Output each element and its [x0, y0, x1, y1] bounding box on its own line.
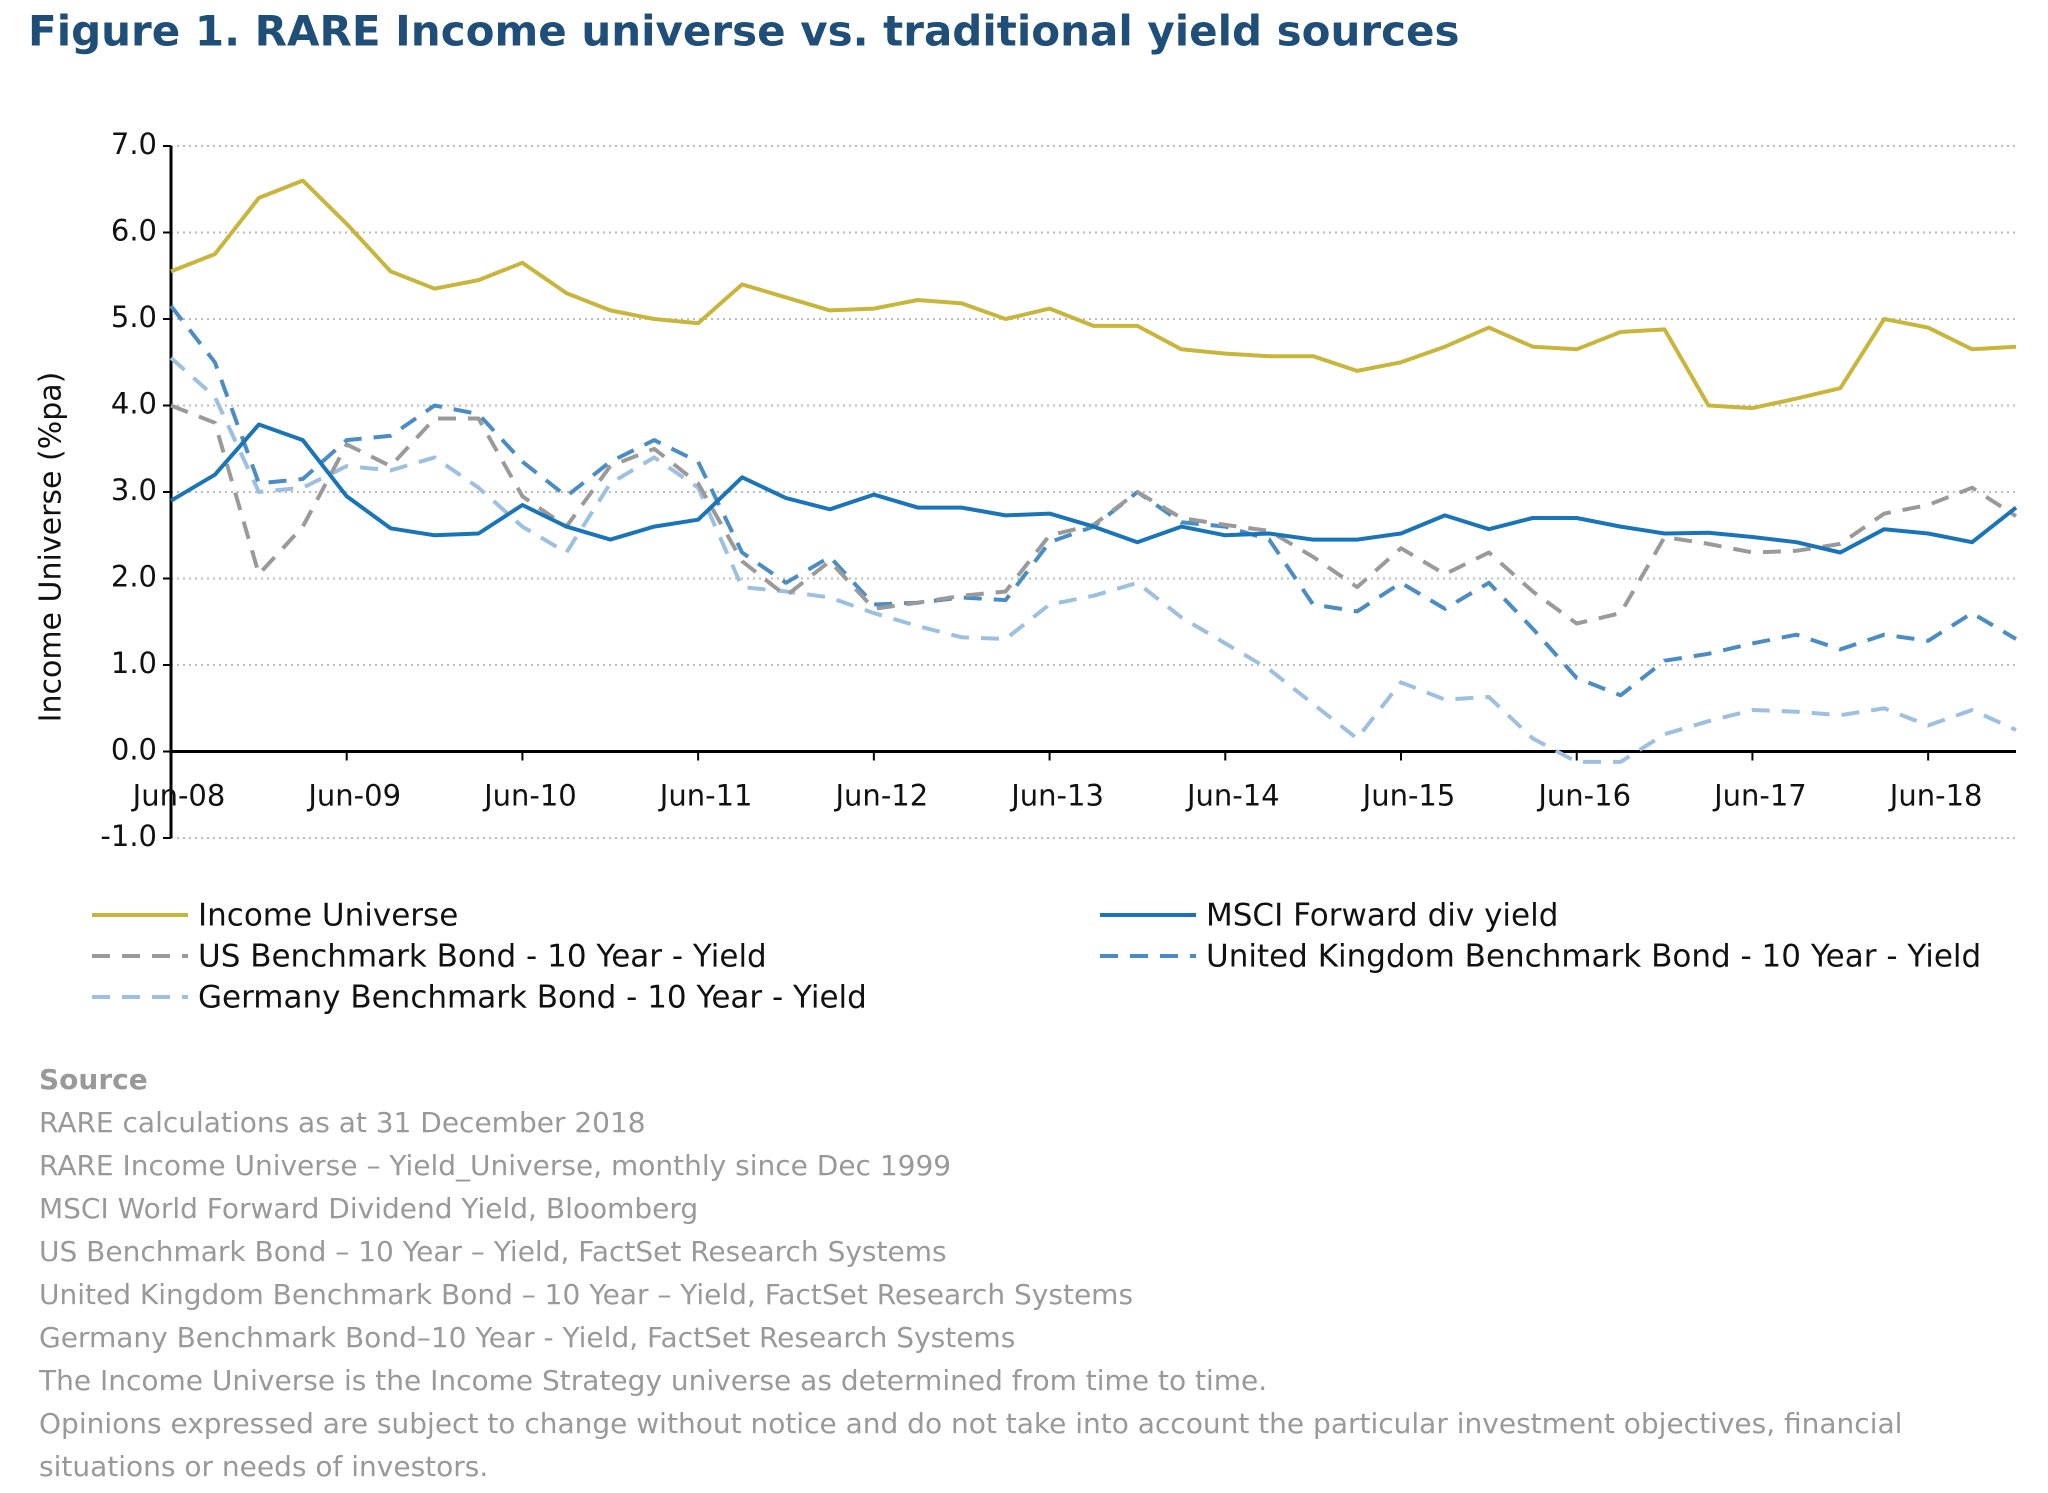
- x-tick-label: Jun-16: [1536, 779, 1631, 813]
- x-tick-label: Jun-13: [1009, 779, 1104, 813]
- source-line: United Kingdom Benchmark Bond – 10 Year …: [39, 1278, 1134, 1311]
- y-tick-label: 6.0: [111, 214, 157, 248]
- legend-label: Germany Benchmark Bond - 10 Year - Yield: [198, 980, 867, 1016]
- x-tick-label: Jun-11: [658, 779, 753, 813]
- y-tick-label: 0.0: [111, 733, 157, 767]
- source-line: Germany Benchmark Bond–10 Year - Yield, …: [39, 1321, 1016, 1354]
- y-tick-label: -1.0: [100, 819, 157, 853]
- source-notes: Source RARE calculations as at 31 Decemb…: [39, 1058, 1939, 1488]
- x-tick-label: Jun-18: [1888, 779, 1983, 813]
- source-line: The Income Universe is the Income Strate…: [39, 1364, 1268, 1397]
- x-tick-label: Jun-15: [1361, 779, 1456, 813]
- series-line: [170, 403, 2018, 626]
- source-line: RARE calculations as at 31 December 2018: [39, 1106, 646, 1139]
- y-tick-label: 4.0: [111, 387, 157, 421]
- source-line: MSCI World Forward Dividend Yield, Bloom…: [39, 1192, 699, 1225]
- x-tick-label: Jun-12: [834, 779, 929, 813]
- legend-label: Income Universe: [198, 898, 458, 934]
- y-tick-label: 7.0: [111, 127, 157, 161]
- y-tick-label: 3.0: [111, 473, 157, 507]
- x-tick-label: Jun-08: [131, 779, 226, 813]
- legend-label: MSCI Forward div yield: [1206, 898, 1558, 934]
- legend-label: United Kingdom Benchmark Bond - 10 Year …: [1206, 939, 1981, 975]
- source-line: RARE Income Universe – Yield_Universe, m…: [39, 1149, 952, 1182]
- source-heading: Source: [39, 1063, 148, 1096]
- legend-label: US Benchmark Bond - 10 Year - Yield: [198, 939, 767, 975]
- series-line: [169, 356, 2017, 764]
- x-tick-label: Jun-17: [1712, 779, 1807, 813]
- chart: Figure 1. RARE Income universe vs. tradi…: [28, 7, 2018, 1016]
- chart-title: Figure 1. RARE Income universe vs. tradi…: [28, 7, 1460, 56]
- series-line: [170, 178, 2017, 411]
- y-axis-label: Income Universe (%pa): [34, 372, 69, 723]
- x-tick-label: Jun-14: [1185, 779, 1280, 813]
- x-tick-label: Jun-09: [306, 779, 401, 813]
- y-tick-label: 1.0: [111, 646, 157, 680]
- x-tick-label: Jun-10: [482, 779, 577, 813]
- series-line: [169, 304, 2018, 698]
- source-line: Opinions expressed are subject to change…: [39, 1407, 1903, 1483]
- y-tick-label: 5.0: [111, 300, 157, 334]
- source-line: US Benchmark Bond – 10 Year – Yield, Fac…: [39, 1235, 947, 1268]
- y-tick-label: 2.0: [111, 560, 157, 594]
- series-line: [169, 422, 2018, 555]
